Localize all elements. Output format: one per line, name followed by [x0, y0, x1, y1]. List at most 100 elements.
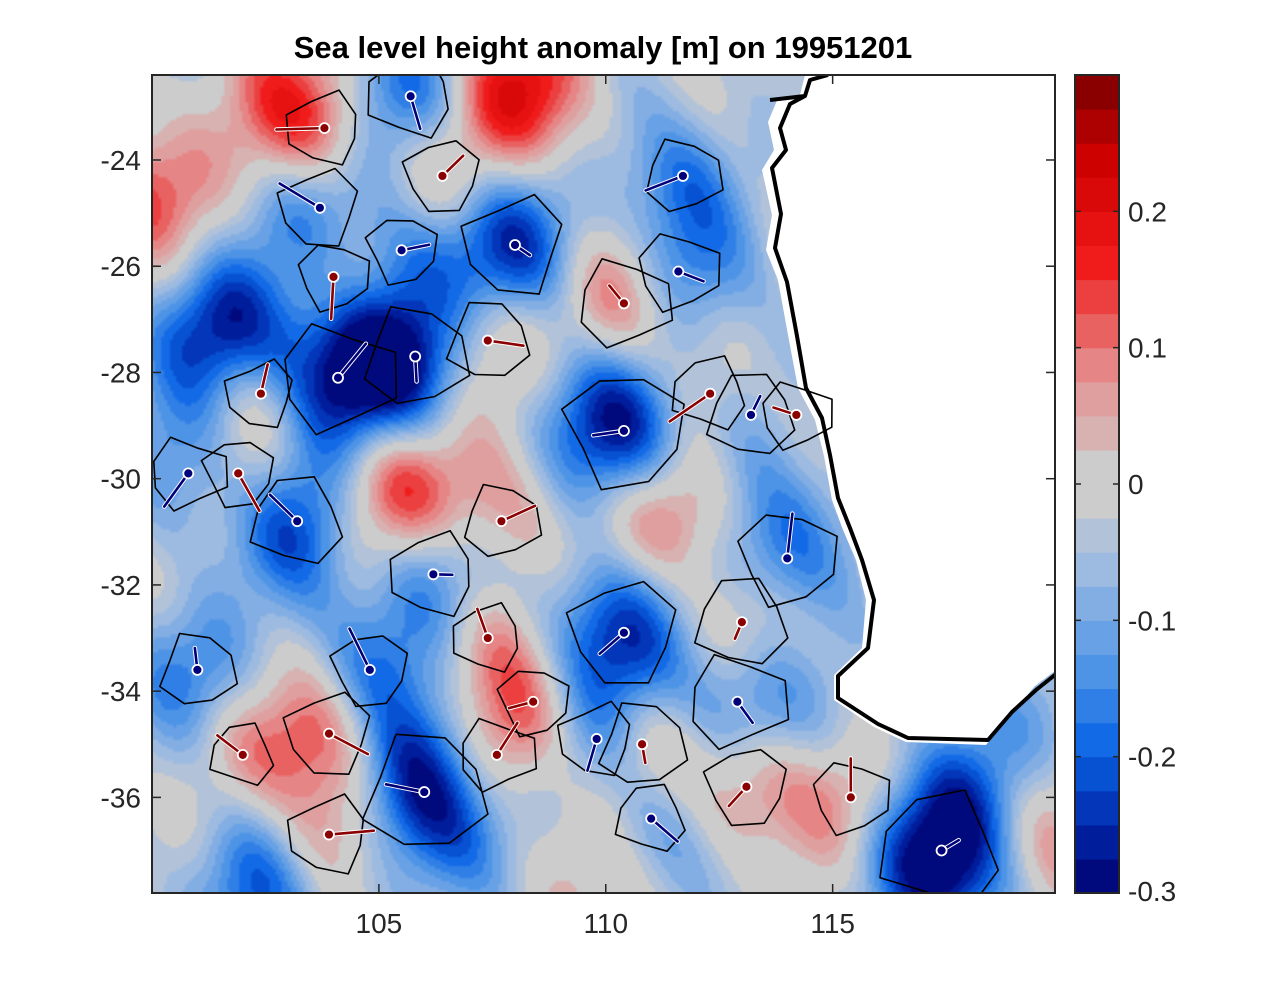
eddy-center	[255, 387, 267, 400]
eddy-center	[704, 387, 717, 400]
anticyclonic-eddy	[445, 301, 531, 377]
eddy-center	[318, 122, 331, 135]
anticyclonic-eddy	[812, 756, 891, 837]
eddy-contour	[565, 580, 677, 684]
colorbar-band	[1075, 620, 1119, 656]
colorbar-band	[1075, 313, 1119, 349]
cyclonic-eddy	[692, 653, 790, 751]
eddy-center	[935, 844, 948, 857]
eddy-contour	[460, 193, 563, 295]
eddy-track	[268, 493, 299, 523]
eddy-contour	[737, 514, 838, 609]
eddy-center	[232, 467, 245, 480]
eddy-contour	[614, 783, 686, 853]
eddy-contour	[285, 89, 357, 166]
eddy-center	[745, 409, 757, 421]
eddy-center	[636, 738, 648, 751]
eddy-center	[672, 265, 685, 278]
eddy-track	[329, 275, 335, 321]
cyclonic-eddy	[329, 626, 409, 708]
anticyclonic-eddy	[463, 483, 543, 558]
eddy-contour	[284, 322, 398, 436]
australia-land-mask	[762, 75, 1055, 745]
cyclonic-eddy	[276, 167, 359, 247]
colorbar-band	[1075, 75, 1119, 110]
eddy-center	[781, 552, 794, 565]
anticyclonic-eddy	[580, 257, 674, 349]
eddy-contour	[597, 702, 689, 784]
y-tick-label: -30	[101, 464, 141, 495]
colorbar-band	[1075, 245, 1119, 281]
x-axis: 105 110 115	[356, 75, 855, 939]
eddy-center	[618, 626, 630, 639]
eddy-center	[313, 201, 326, 214]
eddy-center	[527, 695, 540, 708]
eddy-center	[182, 467, 195, 480]
eddy-center	[395, 244, 408, 257]
eddy-track	[348, 627, 372, 672]
colorbar-band	[1075, 211, 1119, 247]
eddy-center	[735, 616, 748, 629]
x-tick-label: 105	[356, 908, 403, 939]
eddy-track	[327, 829, 376, 836]
anticyclonic-eddy	[762, 381, 833, 452]
anticyclonic-eddy	[297, 244, 371, 322]
anticyclonic-eddy	[223, 358, 293, 429]
cyclonic-eddy	[638, 233, 721, 314]
eddy-contour	[286, 793, 365, 875]
eddy-center	[590, 733, 603, 745]
cyclonic-eddy	[560, 378, 685, 491]
colorbar-tick-label: 0.2	[1128, 196, 1167, 227]
y-tick-label: -28	[101, 357, 141, 388]
eddy-track	[486, 339, 525, 347]
colorbar-band	[1075, 484, 1119, 519]
eddy-center	[323, 828, 335, 841]
colorbar-band	[1075, 449, 1119, 485]
y-tick-label: -24	[101, 145, 141, 176]
eddy-center	[740, 780, 753, 793]
eddy-center	[844, 791, 857, 804]
cyclonic-eddy	[361, 733, 489, 846]
anticyclonic-eddy	[452, 601, 519, 673]
eddy-track	[275, 126, 326, 131]
eddy-center	[427, 568, 440, 581]
australia-coastline	[769, 75, 1055, 742]
colorbar-tick-label: -0.1	[1128, 605, 1176, 636]
eddy-contour	[692, 653, 790, 751]
eddy-center	[731, 695, 744, 708]
plot-frame	[151, 74, 1056, 894]
cyclonic-eddy	[460, 193, 563, 295]
colorbar-band	[1075, 858, 1119, 894]
eddy-markers	[153, 75, 1000, 893]
eddy-center	[332, 371, 344, 384]
eddy-contour	[702, 748, 788, 827]
eddy-contour	[560, 378, 685, 491]
eddy-track	[327, 732, 370, 756]
eddy-track	[785, 512, 794, 560]
y-tick-label: -36	[101, 782, 141, 813]
eddy-track	[278, 182, 322, 210]
colorbar-band	[1075, 109, 1119, 144]
cyclonic-eddy	[879, 789, 1000, 893]
colorbar-tick-label: 0	[1128, 469, 1144, 500]
anticyclonic-eddy	[597, 702, 689, 784]
eddy-contour	[364, 219, 439, 286]
colorbar-band	[1075, 143, 1119, 178]
eddy-contour	[812, 761, 891, 837]
eddy-center	[323, 727, 335, 740]
eddy-contour	[200, 441, 275, 509]
eddy-center	[436, 170, 449, 182]
anticyclonic-eddy	[702, 748, 788, 827]
cyclonic-eddy	[153, 436, 229, 512]
eddy-center	[363, 664, 376, 676]
y-tick-label: -32	[101, 570, 141, 601]
eddy-contour	[329, 635, 409, 708]
colorbar-band	[1075, 279, 1119, 315]
eddy-contour	[496, 670, 570, 738]
eddy-track	[495, 721, 519, 757]
eddy-track	[236, 472, 261, 513]
eddy-contour	[452, 601, 519, 673]
eddy-contour	[705, 373, 796, 455]
colorbar: 0.2 0.1 0 -0.1 -0.2 -0.3	[1074, 74, 1176, 907]
